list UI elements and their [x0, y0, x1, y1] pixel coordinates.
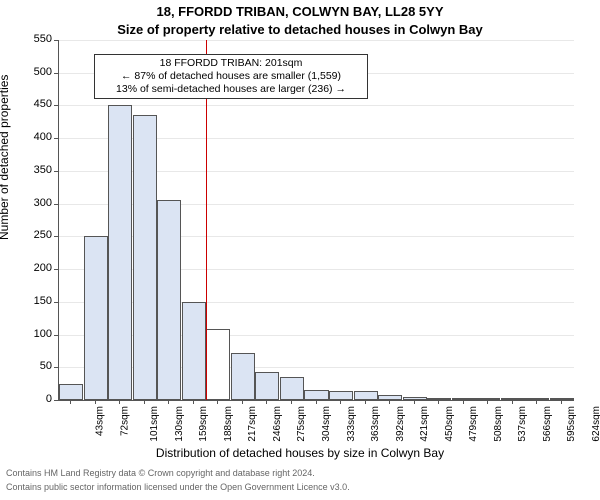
x-tick-mark	[512, 400, 513, 404]
gridline	[59, 40, 574, 41]
x-tick-label: 566sqm	[542, 406, 553, 442]
bar	[59, 384, 83, 400]
y-tick-label: 450	[24, 98, 52, 110]
bar	[452, 398, 476, 400]
annotation-line1: 18 FFORDD TRIBAN: 201sqm	[101, 57, 361, 70]
y-tick-label: 150	[24, 295, 52, 307]
x-tick-mark	[242, 400, 243, 404]
chart-title-line2: Size of property relative to detached ho…	[0, 22, 600, 37]
x-tick-label: 304sqm	[321, 406, 332, 442]
y-tick-label: 300	[24, 197, 52, 209]
x-tick-mark	[487, 400, 488, 404]
y-axis-label: Number of detached properties	[0, 75, 11, 240]
x-tick-label: 43sqm	[95, 406, 106, 436]
page-root: 18, FFORDD TRIBAN, COLWYN BAY, LL28 5YY …	[0, 0, 600, 500]
plot-area: 18 FFORDD TRIBAN: 201sqm ← 87% of detach…	[58, 40, 574, 401]
x-tick-label: 479sqm	[468, 406, 479, 442]
y-tick-label: 50	[24, 360, 52, 372]
x-tick-mark	[365, 400, 366, 404]
bar	[501, 398, 525, 400]
x-tick-mark	[463, 400, 464, 404]
x-tick-mark	[561, 400, 562, 404]
x-tick-label: 363sqm	[370, 406, 381, 442]
bar	[304, 390, 328, 400]
bar	[231, 353, 255, 400]
x-tick-mark	[536, 400, 537, 404]
bar	[84, 236, 108, 400]
footer-line2: Contains public sector information licen…	[6, 482, 350, 492]
x-tick-mark	[438, 400, 439, 404]
x-tick-mark	[217, 400, 218, 404]
x-tick-label: 624sqm	[591, 406, 600, 442]
chart-title-line1: 18, FFORDD TRIBAN, COLWYN BAY, LL28 5YY	[0, 4, 600, 19]
bar	[280, 377, 304, 400]
x-tick-mark	[70, 400, 71, 404]
x-tick-label: 450sqm	[444, 406, 455, 442]
x-tick-mark	[340, 400, 341, 404]
x-tick-mark	[389, 400, 390, 404]
y-tick-label: 200	[24, 262, 52, 274]
y-tick-label: 550	[24, 33, 52, 45]
annotation-line3: 13% of semi-detached houses are larger (…	[101, 83, 361, 96]
y-tick-label: 350	[24, 164, 52, 176]
x-tick-label: 595sqm	[566, 406, 577, 442]
x-tick-mark	[414, 400, 415, 404]
bar	[378, 395, 402, 400]
gridline	[59, 105, 574, 106]
x-tick-mark	[168, 400, 169, 404]
bar	[550, 398, 574, 400]
bar	[108, 105, 132, 400]
x-tick-mark	[193, 400, 194, 404]
x-tick-label: 275sqm	[297, 406, 308, 442]
x-tick-label: 246sqm	[272, 406, 283, 442]
x-tick-mark	[119, 400, 120, 404]
footer-line1: Contains HM Land Registry data © Crown c…	[6, 468, 315, 478]
x-tick-label: 508sqm	[493, 406, 504, 442]
bar	[354, 391, 378, 400]
x-axis-label: Distribution of detached houses by size …	[0, 446, 600, 460]
y-tick-label: 250	[24, 229, 52, 241]
bar	[427, 398, 451, 400]
x-tick-label: 537sqm	[517, 406, 528, 442]
y-tick-label: 400	[24, 131, 52, 143]
x-tick-label: 72sqm	[119, 406, 130, 436]
y-tick-label: 100	[24, 328, 52, 340]
x-tick-mark	[291, 400, 292, 404]
bar	[403, 397, 427, 400]
bar	[329, 391, 353, 400]
bar	[182, 302, 206, 400]
x-tick-label: 333sqm	[346, 406, 357, 442]
annotation-box: 18 FFORDD TRIBAN: 201sqm ← 87% of detach…	[94, 54, 368, 99]
x-tick-mark	[266, 400, 267, 404]
bar	[157, 200, 181, 400]
x-tick-label: 217sqm	[247, 406, 258, 442]
bar	[476, 398, 500, 400]
x-tick-label: 188sqm	[223, 406, 234, 442]
x-tick-label: 130sqm	[174, 406, 185, 442]
bar	[525, 398, 549, 400]
x-tick-mark	[144, 400, 145, 404]
x-tick-label: 159sqm	[198, 406, 209, 442]
x-tick-mark	[95, 400, 96, 404]
y-tick-label: 500	[24, 66, 52, 78]
annotation-line2: ← 87% of detached houses are smaller (1,…	[101, 70, 361, 83]
x-tick-mark	[316, 400, 317, 404]
x-tick-label: 392sqm	[395, 406, 406, 442]
x-tick-label: 421sqm	[419, 406, 430, 442]
x-tick-label: 101sqm	[149, 406, 160, 442]
bar	[206, 329, 230, 400]
y-tick-label: 0	[24, 393, 52, 405]
bar	[133, 115, 157, 400]
bar	[255, 372, 279, 400]
